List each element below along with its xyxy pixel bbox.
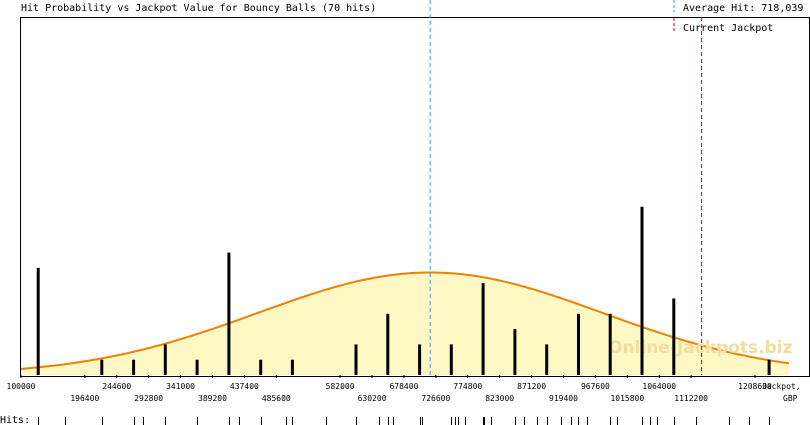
hit-bar xyxy=(481,283,485,375)
hit-bar xyxy=(386,313,390,375)
x-tick-label: 630200 xyxy=(358,394,387,403)
x-tick-label: 823000 xyxy=(485,394,514,403)
hit-bar xyxy=(577,313,580,375)
x-tick-label: 774800 xyxy=(453,382,482,391)
x-tick-label: 485600 xyxy=(262,394,291,403)
hit-bar xyxy=(195,359,199,375)
hit-bar xyxy=(449,344,453,375)
hit-bar xyxy=(672,298,676,375)
x-tick-label: 100000 xyxy=(7,382,36,391)
x-tick-label: 967600 xyxy=(581,382,610,391)
chart-title: Hit Probability vs Jackpot Value for Bou… xyxy=(21,3,376,14)
x-tick-label: 871200 xyxy=(517,382,546,391)
hit-bar xyxy=(545,344,549,375)
x-tick-label: 437400 xyxy=(230,382,259,391)
hit-bar xyxy=(640,206,644,375)
distribution-curve-layer xyxy=(20,271,790,375)
x-axis-ticks: 100000 244600 341000 437400 582000 678400 7748… xyxy=(7,375,772,403)
x-tick-label: 244600 xyxy=(102,382,131,391)
distribution-curve xyxy=(20,271,790,370)
x-tick-label: 341000 xyxy=(166,382,195,391)
x-tick-label: 582000 xyxy=(326,382,355,391)
hit-bar xyxy=(290,359,294,375)
hit-bar xyxy=(163,344,167,375)
average-hit-label: Average Hit: 718,039 xyxy=(683,3,803,14)
current-jackpot-label: Current Jackpot xyxy=(683,23,773,34)
distribution-fill xyxy=(21,272,789,375)
x-tick-label: 1208600 xyxy=(738,382,772,391)
hit-bar xyxy=(100,359,104,375)
x-tick-label: 196400 xyxy=(70,394,99,403)
hit-bar xyxy=(608,313,612,375)
hit-bar xyxy=(227,252,231,375)
x-tick-label: 919400 xyxy=(549,394,578,403)
watermark: Online-Jackpots.biz xyxy=(608,338,793,358)
axis-unit-label: Jackpot, xyxy=(762,382,801,391)
x-tick-label: 1064000 xyxy=(642,382,676,391)
x-tick-label: 726600 xyxy=(421,394,450,403)
x-tick-label: 1015800 xyxy=(610,394,644,403)
x-tick-label: 292800 xyxy=(134,394,163,403)
hit-bar xyxy=(36,267,40,375)
hit-bar xyxy=(767,359,771,375)
hit-bar xyxy=(259,359,263,375)
x-tick-label: 1112200 xyxy=(674,394,708,403)
hits-label: Hits: xyxy=(0,415,30,425)
hit-bar xyxy=(354,344,358,375)
hit-bar xyxy=(513,329,517,375)
hit-bar xyxy=(132,359,136,375)
bar-layer xyxy=(36,206,771,375)
axis-unit-currency: GBP xyxy=(783,394,798,403)
reference-lines xyxy=(429,0,703,375)
hit-bar xyxy=(418,344,422,375)
x-tick-label: 678400 xyxy=(389,382,418,391)
hits-rug xyxy=(38,417,770,425)
x-tick-label: 389200 xyxy=(198,394,227,403)
